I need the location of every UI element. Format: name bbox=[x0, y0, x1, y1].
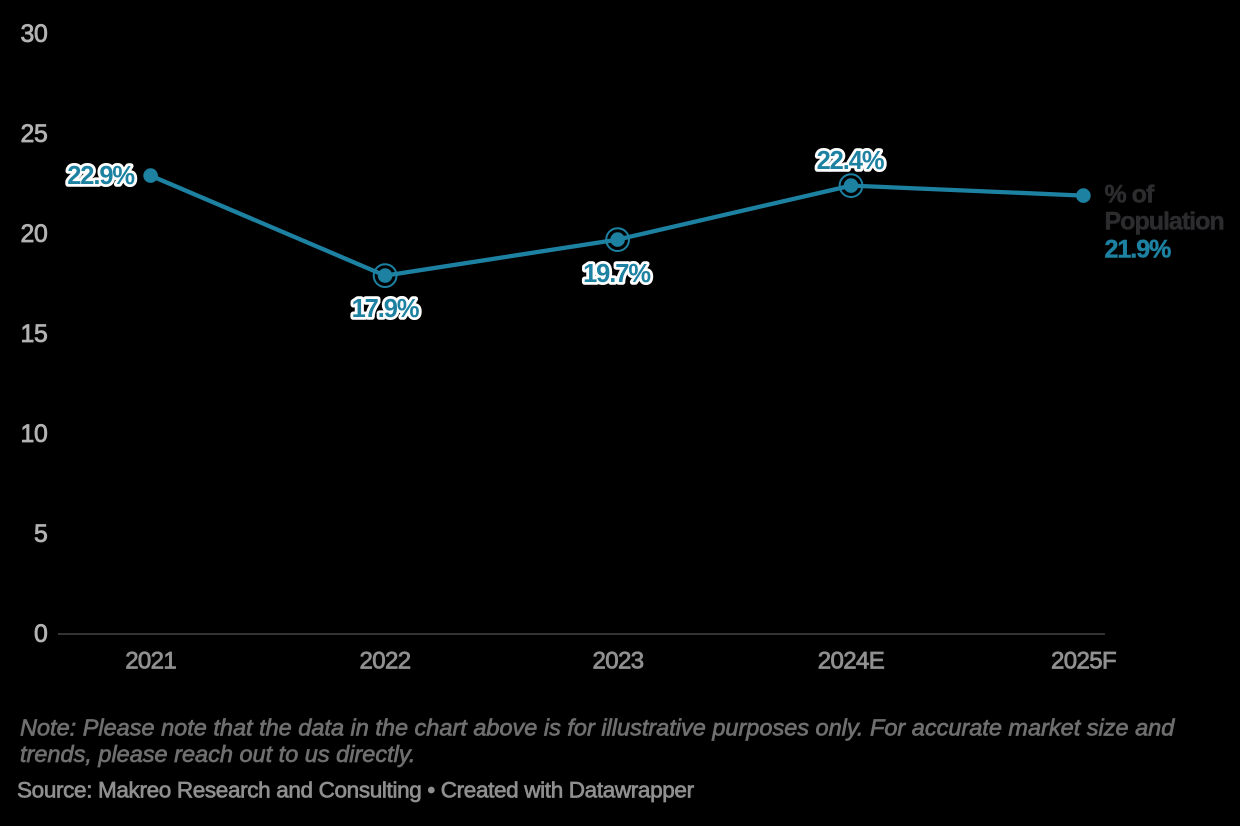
svg-text:19.7%: 19.7% bbox=[583, 260, 650, 288]
svg-text:0: 0 bbox=[34, 621, 48, 648]
svg-text:Note: Please note that the dat: Note: Please note that the data in the c… bbox=[20, 715, 1175, 741]
svg-text:2025F: 2025F bbox=[1051, 648, 1116, 675]
svg-text:30: 30 bbox=[21, 21, 48, 48]
svg-text:5: 5 bbox=[34, 521, 48, 548]
svg-text:2024E: 2024E bbox=[818, 648, 884, 675]
svg-text:22.4%: 22.4% bbox=[817, 147, 884, 175]
svg-text:20: 20 bbox=[21, 221, 48, 248]
svg-text:2021: 2021 bbox=[125, 648, 176, 675]
svg-text:2023: 2023 bbox=[593, 648, 644, 675]
svg-text:trends, please reach out to us: trends, please reach out to us directly. bbox=[20, 741, 415, 767]
svg-text:% of: % of bbox=[1105, 181, 1155, 209]
svg-text:10: 10 bbox=[21, 421, 48, 448]
svg-text:Source: Makreo Research and Co: Source: Makreo Research and Consulting •… bbox=[17, 778, 695, 803]
svg-text:21.9%: 21.9% bbox=[1105, 236, 1172, 264]
svg-text:2022: 2022 bbox=[360, 648, 411, 675]
svg-text:Population: Population bbox=[1105, 208, 1224, 236]
svg-text:25: 25 bbox=[21, 121, 48, 148]
svg-text:22.9%: 22.9% bbox=[67, 162, 134, 190]
svg-text:17.9%: 17.9% bbox=[352, 295, 419, 323]
svg-text:15: 15 bbox=[21, 321, 48, 348]
